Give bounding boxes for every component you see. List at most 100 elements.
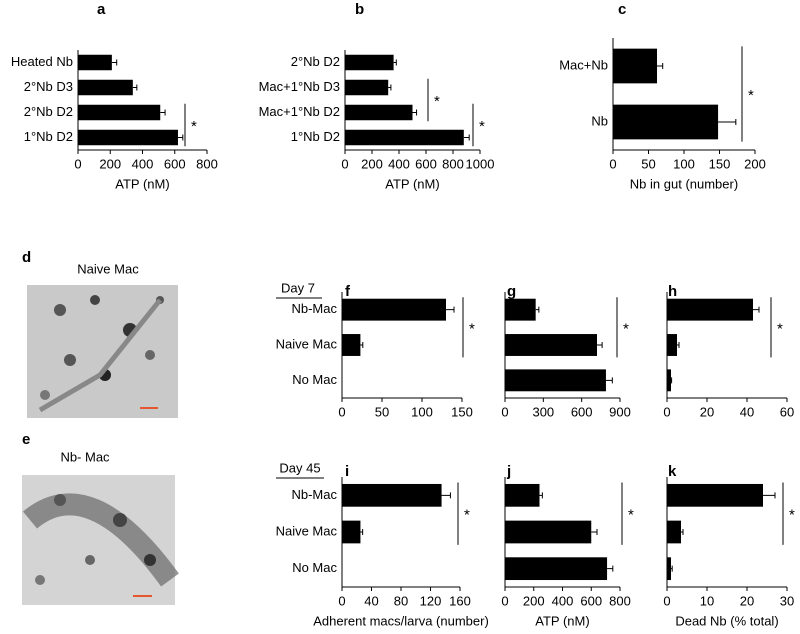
x-tick-label: 800	[442, 156, 464, 171]
x-tick-label: 20	[740, 593, 754, 608]
error-bar	[671, 377, 673, 384]
error-bar	[681, 529, 684, 535]
error-bar	[718, 119, 737, 125]
x-tick-label: 150	[709, 156, 731, 171]
image-label: Naive Mac	[77, 261, 139, 276]
significance-label: *	[434, 93, 440, 110]
panel-letter: e	[22, 431, 30, 448]
bar	[345, 54, 394, 71]
error-bar	[446, 306, 455, 313]
error-bar	[360, 529, 364, 535]
x-tick-label: 200	[744, 156, 766, 171]
bar	[505, 369, 606, 392]
x-axis-label: Dead Nb (% total)	[675, 613, 778, 628]
bar	[505, 334, 597, 356]
x-tick-label: 40	[364, 593, 378, 608]
error-bar	[763, 492, 776, 499]
error-bar	[463, 134, 470, 141]
x-tick-label: 0	[501, 593, 508, 608]
category-label: Mac+1°Nb D3	[259, 79, 340, 94]
category-label: Naive Mac	[276, 523, 338, 538]
error-bar	[535, 306, 540, 313]
bar	[78, 129, 178, 146]
category-label: Naive Mac	[276, 336, 338, 351]
error-bar	[657, 63, 664, 69]
category-label: Mac+1°Nb D2	[259, 104, 340, 119]
x-axis-label: ATP (nM)	[385, 176, 439, 191]
x-tick-label: 400	[388, 156, 410, 171]
category-label: Nb-Mac	[291, 301, 337, 316]
bar	[667, 557, 671, 581]
error-bar	[605, 377, 613, 384]
bar	[505, 483, 540, 507]
panel-letter: b	[355, 1, 364, 18]
category-label: 1°Nb D2	[291, 129, 340, 144]
x-tick-label: 0	[501, 404, 508, 419]
bar	[78, 54, 112, 71]
day-label: Day 45	[279, 460, 320, 475]
x-axis-label: Adherent macs/larva (number)	[313, 613, 489, 628]
x-tick-label: 600	[580, 593, 602, 608]
x-tick-label: 0	[609, 156, 616, 171]
x-tick-label: 80	[394, 593, 408, 608]
bar	[78, 104, 161, 121]
bar	[667, 369, 671, 392]
x-axis-label: Nb in gut (number)	[630, 176, 738, 191]
category-label: Nb	[591, 113, 608, 128]
x-tick-label: 0	[663, 404, 670, 419]
x-tick-label: 150	[451, 404, 473, 419]
category-label: Nb-Mac	[291, 487, 337, 502]
x-tick-label: 0	[663, 593, 670, 608]
error-bar	[160, 109, 166, 116]
x-tick-label: 30	[780, 593, 794, 608]
x-tick-label: 120	[420, 593, 442, 608]
panel-letter: i	[345, 463, 349, 480]
panel-letter: c	[618, 1, 626, 18]
bar	[613, 48, 658, 84]
x-tick-label: 0	[338, 404, 345, 419]
micrograph	[27, 285, 178, 418]
category-label: 2°Nb D2	[291, 54, 340, 69]
error-bar	[388, 84, 392, 91]
significance-label: *	[623, 320, 629, 337]
bar	[342, 334, 361, 356]
significance-label: *	[789, 507, 795, 524]
x-tick-label: 800	[196, 156, 218, 171]
bar	[667, 483, 763, 507]
image-label: Nb- Mac	[60, 449, 110, 464]
x-tick-label: 400	[132, 156, 154, 171]
error-bar	[177, 134, 184, 141]
panel-letter: k	[668, 463, 677, 480]
category-label: 2°Nb D2	[24, 104, 73, 119]
x-tick-label: 600	[415, 156, 437, 171]
significance-label: *	[628, 507, 634, 524]
x-tick-label: 100	[411, 404, 433, 419]
bar	[505, 557, 608, 581]
significance-label: *	[191, 118, 197, 135]
bar	[613, 104, 719, 140]
x-tick-label: 20	[700, 404, 714, 419]
x-tick-label: 600	[571, 404, 593, 419]
significance-label: *	[469, 320, 475, 337]
panel-letter: h	[668, 283, 677, 300]
category-label: No Mac	[292, 560, 337, 575]
x-tick-label: 60	[780, 404, 794, 419]
panel-letter: g	[507, 283, 516, 300]
error-bar	[132, 84, 138, 91]
x-tick-label: 200	[99, 156, 121, 171]
bar	[505, 520, 592, 544]
x-tick-label: 0	[74, 156, 81, 171]
x-tick-label: 400	[552, 593, 574, 608]
significance-label: *	[464, 507, 470, 524]
bar	[667, 298, 753, 321]
category-label: Heated Nb	[11, 54, 73, 69]
bar	[505, 298, 536, 321]
category-label: No Mac	[292, 372, 337, 387]
x-tick-label: 40	[740, 404, 754, 419]
error-bar	[671, 565, 673, 572]
panel-letter: d	[22, 249, 31, 266]
bar	[667, 334, 677, 356]
category-label: 2°Nb D3	[24, 79, 73, 94]
x-tick-label: 50	[641, 156, 655, 171]
